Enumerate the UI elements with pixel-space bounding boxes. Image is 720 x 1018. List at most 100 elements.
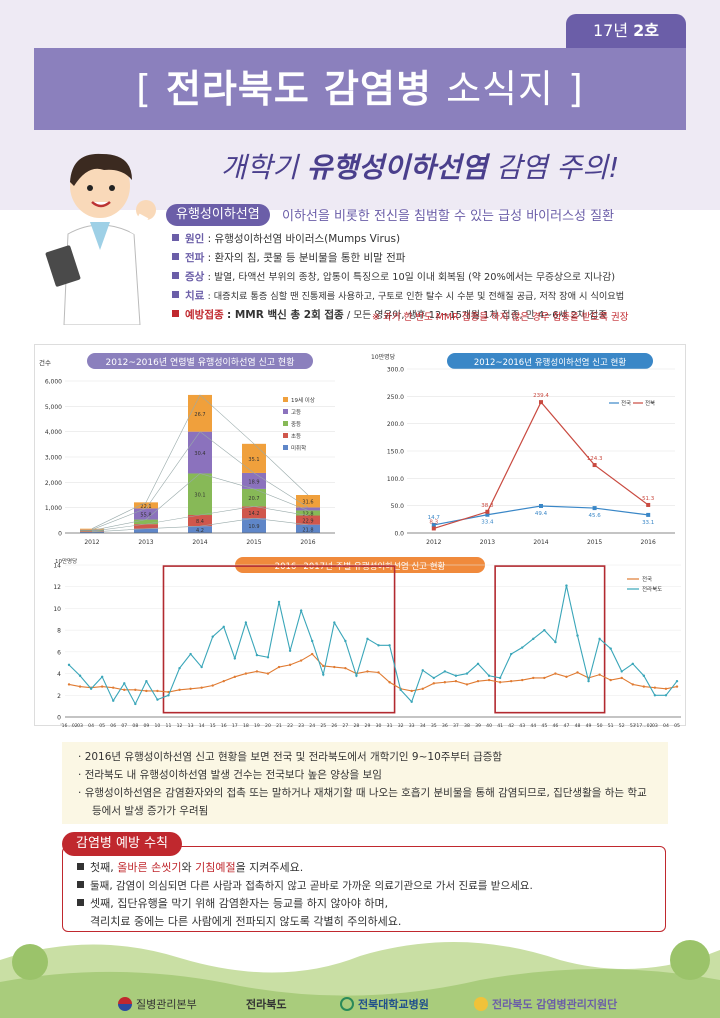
issue-tab: 17년 2호: [566, 14, 686, 48]
data-point: [200, 665, 203, 669]
logo-support-center: 전라북도 감염병관리지원단: [474, 996, 617, 1012]
y-tick-label: 12: [53, 584, 61, 591]
stacked-bar-segment: [296, 507, 320, 511]
x-tick-label: 11: [166, 723, 172, 727]
y-tick-label: 1,000: [45, 505, 62, 512]
logo-text: 전북대학교병원: [358, 998, 429, 1011]
stack-connector-line: [91, 518, 309, 533]
y-tick-label: 2: [57, 693, 61, 700]
info-key: 증상: [185, 271, 205, 283]
data-point: [145, 689, 148, 693]
x-tick-label: 20: [265, 723, 271, 727]
x-tick-label: 2015: [587, 539, 602, 546]
data-point: [112, 699, 115, 702]
x-tick-label: 39: [475, 723, 481, 727]
data-point: [675, 685, 679, 688]
data-label: 35.1: [248, 457, 259, 463]
data-point: [377, 671, 380, 674]
data-label: 20.7: [248, 496, 259, 502]
data-point: [465, 672, 469, 675]
vaccination-schedule: : MMR 백신 총 2회 접종: [226, 309, 344, 321]
data-point: [178, 666, 181, 670]
data-point: [266, 672, 270, 675]
square-bullet-icon: [172, 310, 179, 317]
data-point: [521, 646, 524, 649]
disease-info-list: 원인 : 유행성이하선염 바이러스(Mumps Virus) 전파 : 환자의 …: [172, 230, 692, 325]
data-point: [67, 663, 71, 667]
x-tick-label: 47: [564, 723, 570, 727]
x-tick-label: 49: [586, 723, 592, 727]
prevention-title: 감염병 예방 수칙: [62, 832, 182, 856]
definition-badge: 유행성이하선염: [166, 204, 270, 226]
x-tick-label: 34: [420, 723, 426, 727]
data-point: [233, 657, 237, 660]
data-label: 31.6: [302, 500, 313, 506]
info-item-treatment: 치료 : 대증치료 통증 심할 땐 진통제를 사용하고, 구토로 인한 탈수 시…: [172, 287, 692, 306]
data-point: [145, 679, 148, 683]
data-point: [576, 671, 579, 674]
stacked-bar-segment: [188, 515, 212, 527]
y-tick-label: 8: [57, 628, 61, 635]
legend-label: 19세 이상: [291, 396, 315, 404]
data-point: [642, 674, 646, 677]
data-point: [222, 625, 225, 629]
series-line-jeonbuk: [433, 401, 649, 530]
prevention-text: 셋째, 집단유행을 막기 위해 감염환자는 등교를 하지 않아야 하며,: [90, 897, 389, 910]
data-point: [288, 663, 292, 667]
x-tick-label: 08: [132, 723, 138, 727]
data-label: 49.4: [535, 511, 548, 517]
data-point: [476, 679, 480, 683]
hospital-emblem-icon: [340, 997, 354, 1011]
legend-label: 전국: [642, 575, 652, 583]
data-point: [255, 670, 259, 673]
x-tick-label: 46: [552, 723, 558, 727]
data-point: [609, 678, 612, 682]
newsletter-title: [전라북도 감염병 소식지]: [34, 48, 686, 130]
data-point: [211, 635, 214, 638]
headline: 개학기 유행성이하선염 감염 주의!: [160, 146, 680, 186]
x-tick-label: 31: [387, 723, 393, 727]
data-point: [454, 679, 458, 683]
data-point: [344, 639, 347, 643]
prevention-text: 와: [181, 861, 196, 874]
data-point: [476, 662, 480, 665]
x-tick-label: 03: [77, 723, 83, 727]
summary-item: · 유행성이하선염은 감염환자와의 접촉 또는 말하거나 재채기할 때 나오는 …: [78, 787, 647, 817]
square-bullet-icon: [172, 272, 179, 279]
data-point: [554, 640, 557, 644]
data-point: [485, 509, 490, 514]
data-point: [664, 694, 668, 697]
x-tick-label: 13: [188, 723, 194, 727]
series-line-jeonbuk: [68, 585, 678, 706]
x-tick-label: '17...02: [635, 723, 652, 727]
stacked-bar-segment: [134, 502, 158, 509]
info-item-symptoms: 증상 : 발열, 타액선 부위의 종창, 압통이 특징으로 10일 이내 회복됨…: [172, 268, 692, 287]
data-label: 14.7: [428, 515, 441, 521]
data-point: [410, 689, 413, 693]
data-point: [432, 682, 435, 685]
prevention-text: 을 지켜주세요.: [235, 861, 304, 874]
data-point: [311, 652, 314, 656]
x-tick-label: 2015: [246, 539, 261, 546]
x-tick-label: 27: [342, 723, 348, 727]
logo-jeonbuk: 전라북도: [246, 996, 286, 1012]
x-tick-label: 2014: [533, 539, 548, 546]
x-tick-label: 50: [597, 723, 603, 727]
data-point: [554, 672, 557, 675]
stacked-bar-segment: [80, 531, 104, 532]
stack-connector-line: [91, 394, 309, 529]
x-tick-label: 05: [99, 723, 105, 727]
y-tick-label: 250.0: [387, 394, 404, 401]
data-point: [200, 686, 203, 689]
data-point: [532, 637, 535, 641]
prevention-text: 첫째,: [90, 861, 118, 874]
square-bullet-icon: [77, 899, 84, 906]
y-tick-label: 4,000: [45, 429, 62, 436]
data-point: [592, 506, 597, 511]
stacked-bar-segment: [80, 531, 104, 533]
data-point: [543, 628, 546, 632]
x-tick-label: 21: [276, 723, 282, 727]
summary-text: 유행성이하선염은 감염환자와의 접촉 또는 말하거나 재채기할 때 나오는 호흡…: [84, 787, 647, 817]
y-tick-label: 6: [57, 649, 61, 656]
x-tick-label: 19: [254, 723, 260, 727]
